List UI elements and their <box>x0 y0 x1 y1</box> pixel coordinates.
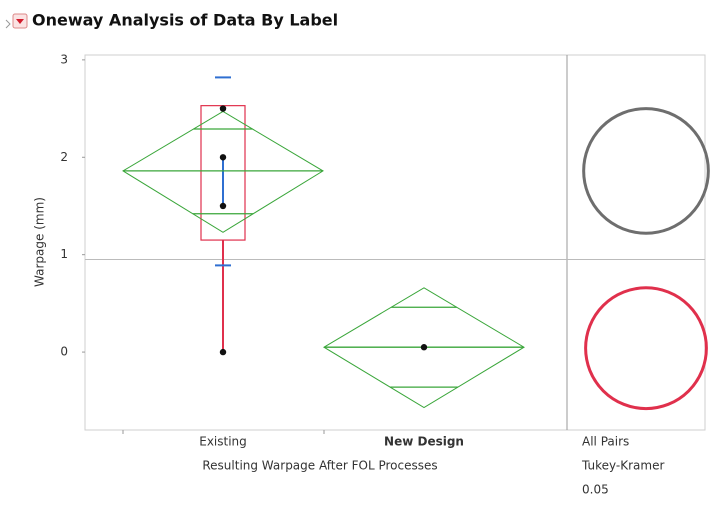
data-point <box>219 105 227 112</box>
data-point <box>420 344 428 351</box>
comparison-label: 0.05 <box>582 483 609 497</box>
comparison-label: Tukey-Kramer <box>581 459 664 473</box>
data-point <box>219 154 227 161</box>
menu-triangle <box>16 19 24 24</box>
collapse-icon[interactable] <box>5 19 11 29</box>
x-tick-label: Existing <box>199 435 247 449</box>
data-point <box>219 202 227 210</box>
chart-title: Oneway Analysis of Data By Label <box>32 11 338 30</box>
x-axis-label: Resulting Warpage After FOL Processes <box>202 459 437 473</box>
comparison-circle <box>582 107 710 235</box>
y-axis-label: Warpage (mm) <box>33 197 47 287</box>
y-tick-label: 1 <box>60 247 68 261</box>
data-point <box>219 348 227 356</box>
comparison-circle <box>584 286 708 411</box>
comparison-label: All Pairs <box>582 435 629 449</box>
y-tick-label: 0 <box>60 345 68 359</box>
x-tick-label: New Design <box>384 435 464 449</box>
plot-frame <box>84 54 706 431</box>
y-tick-label: 2 <box>60 150 68 164</box>
y-tick-label: 3 <box>60 52 68 66</box>
